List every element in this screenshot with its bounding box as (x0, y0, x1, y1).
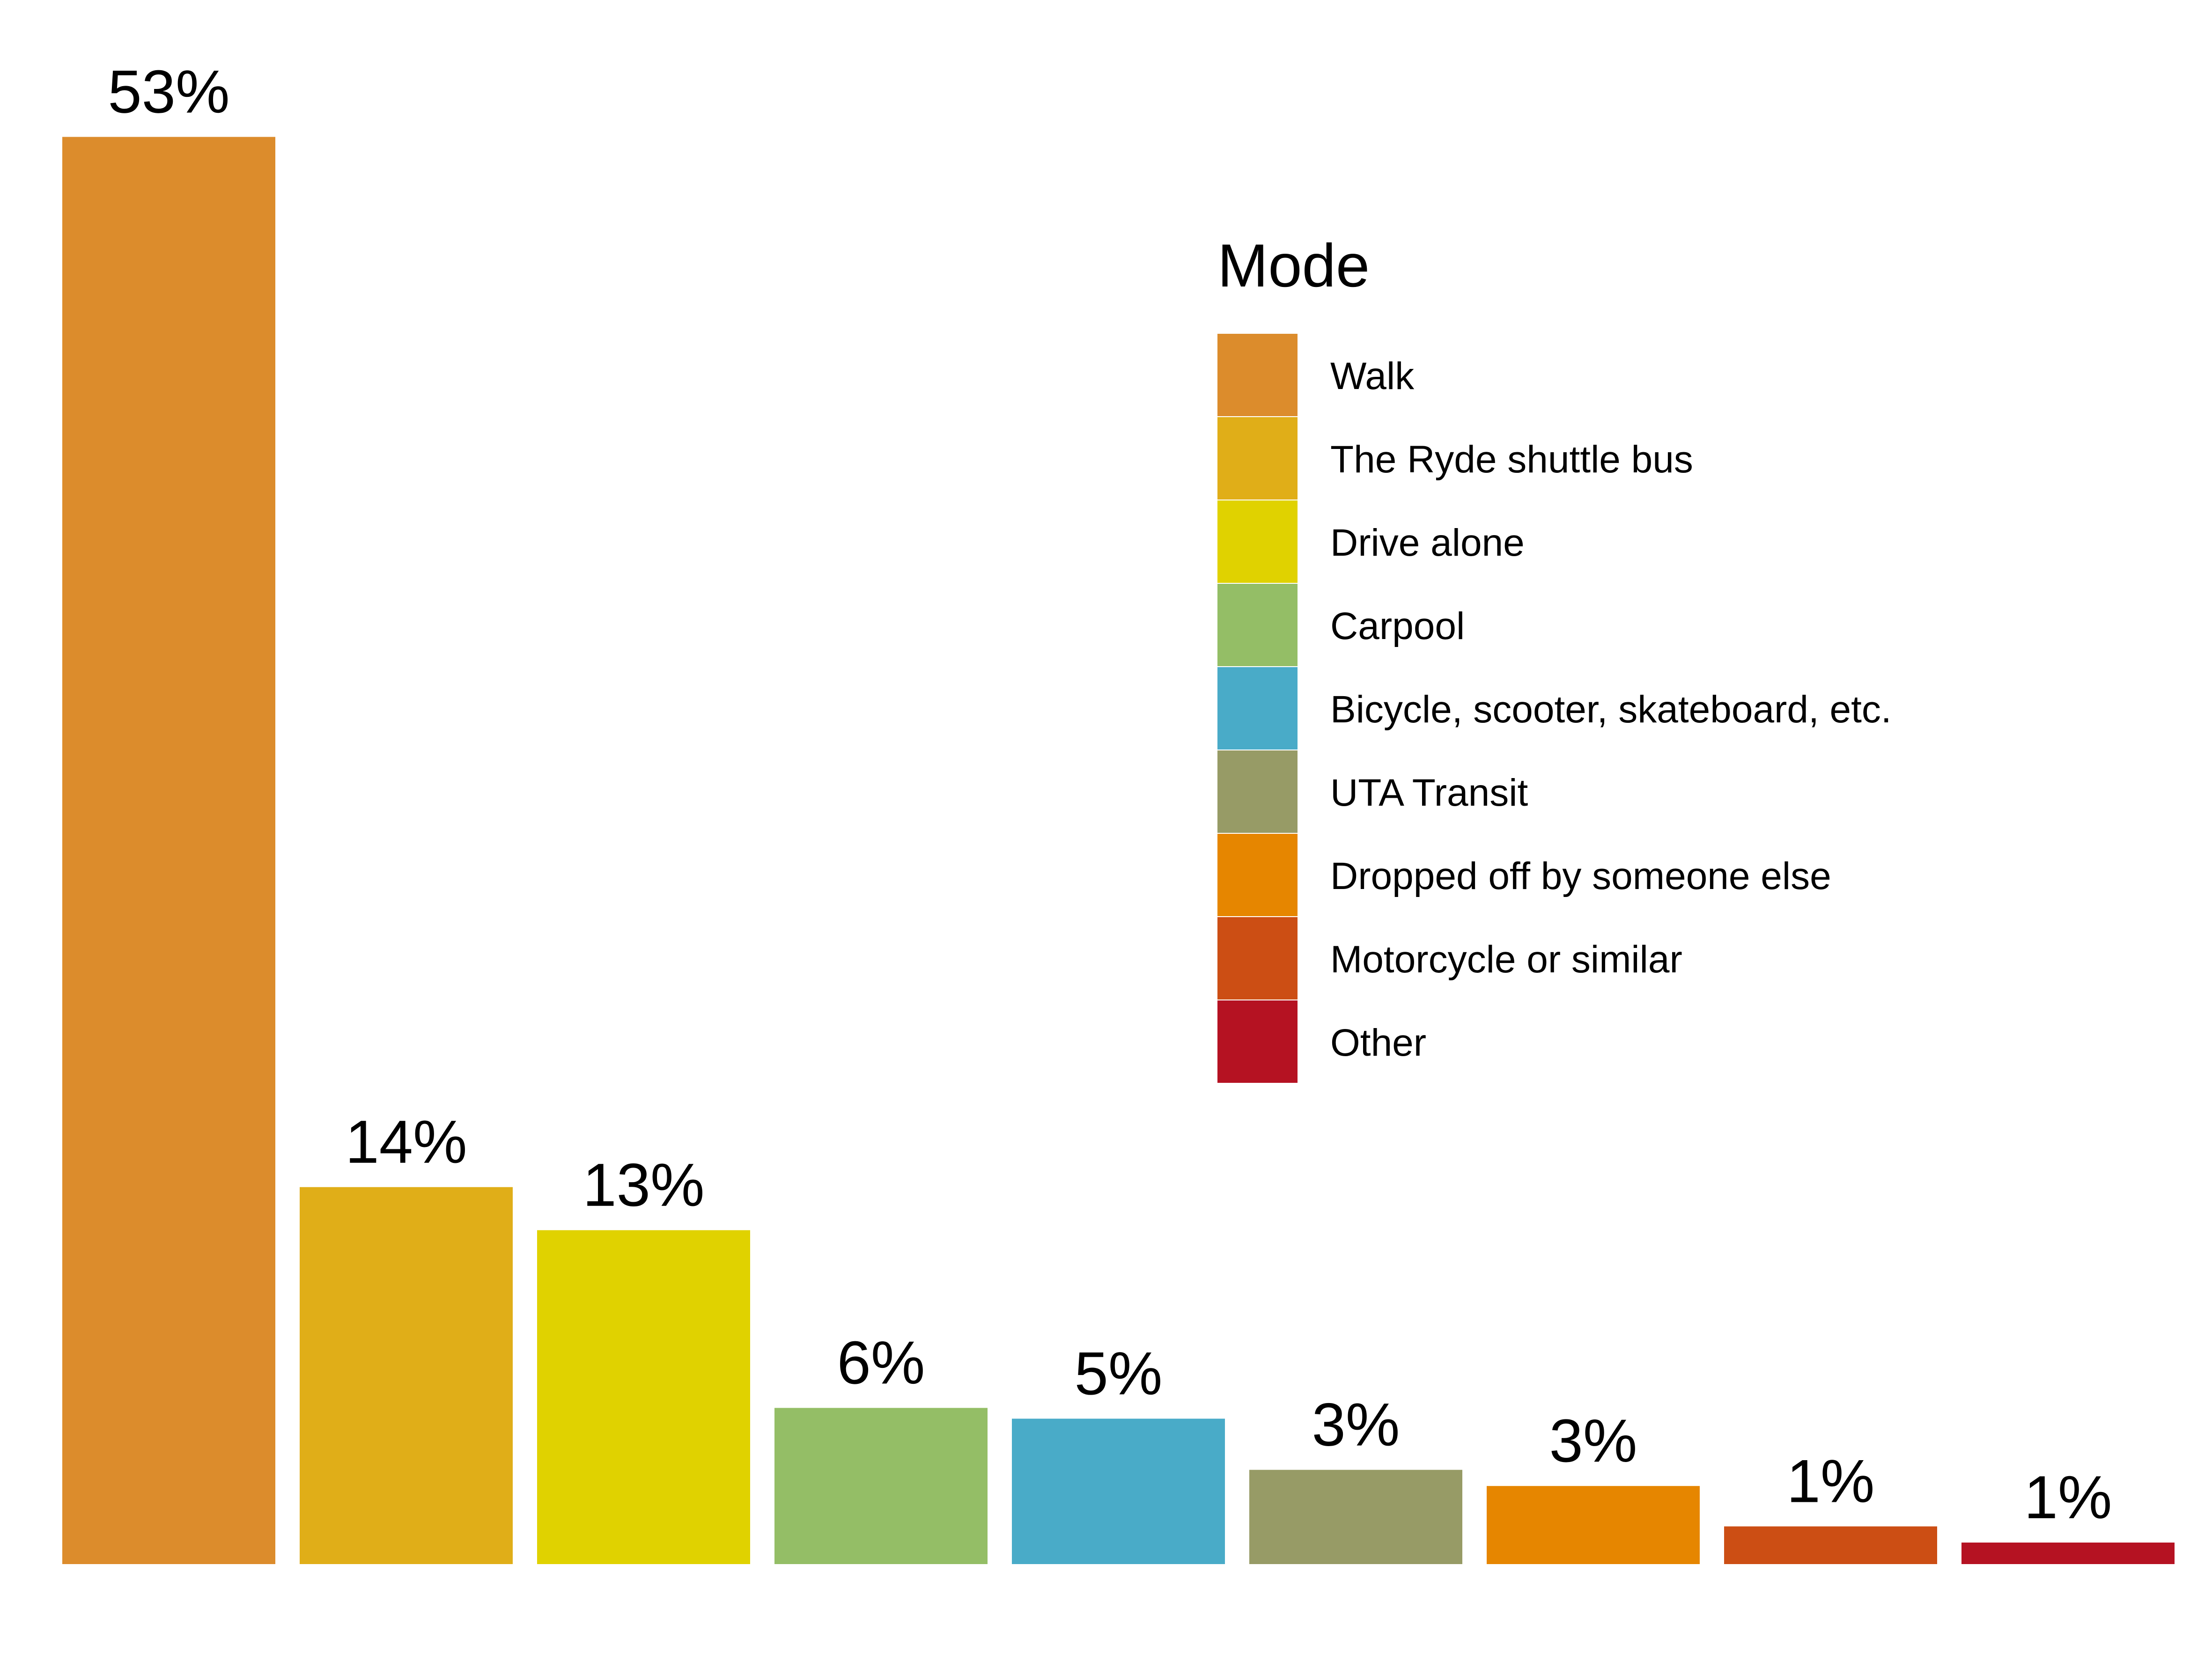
legend-swatch-carpool (1217, 584, 1298, 666)
bar-drive-alone (537, 1230, 750, 1564)
legend-label-drive-alone: Drive alone (1330, 522, 1525, 564)
legend-swatch-motorcycle-or-similar (1217, 917, 1298, 1000)
legend-label-dropped-off-by-someone-else: Dropped off by someone else (1330, 855, 1831, 897)
bar-bicycle-scooter-skateboard-etc (1012, 1418, 1225, 1564)
legend-label-other: Other (1330, 1022, 1426, 1064)
legend-label-the-ryde-shuttle-bus: The Ryde shuttle bus (1330, 438, 1693, 481)
data-label-the-ryde-shuttle-bus: 14% (345, 1108, 467, 1176)
bar-dropped-off-by-someone-else (1487, 1486, 1700, 1564)
legend-label-uta-transit: UTA Transit (1330, 772, 1528, 814)
data-labels: 53% 14% 13% 6% 5% 3% 3% 1% 1% (108, 57, 2112, 1531)
bar-motorcycle-or-similar (1724, 1526, 1937, 1564)
legend-swatch-uta-transit (1217, 750, 1298, 833)
legend-label-motorcycle-or-similar: Motorcycle or similar (1330, 938, 1682, 981)
data-label-walk: 53% (108, 57, 229, 125)
legend-label-bicycle-scooter-skateboard-etc: Bicycle, scooter, skateboard, etc. (1330, 688, 1892, 731)
legend-swatch-bicycle-scooter-skateboard-etc (1217, 667, 1298, 750)
data-label-bicycle-scooter-skateboard-etc: 5% (1075, 1339, 1163, 1407)
legend-swatch-walk (1217, 334, 1298, 416)
legend-label-carpool: Carpool (1330, 605, 1465, 647)
legend-swatch-other (1217, 1000, 1298, 1083)
bar-uta-transit (1249, 1470, 1462, 1564)
data-label-drive-alone: 13% (582, 1151, 704, 1219)
bar-the-ryde-shuttle-bus (300, 1187, 513, 1564)
legend-swatch-drive-alone (1217, 500, 1298, 583)
legend-swatch-dropped-off-by-someone-else (1217, 834, 1298, 916)
legend-label-walk: Walk (1330, 355, 1415, 397)
legend-swatch-the-ryde-shuttle-bus (1217, 417, 1298, 500)
data-label-carpool: 6% (837, 1328, 925, 1396)
bars (62, 137, 2175, 1565)
data-label-motorcycle-or-similar: 1% (1787, 1447, 1875, 1515)
bar-walk (62, 137, 275, 1565)
data-label-dropped-off-by-someone-else: 3% (1549, 1406, 1637, 1475)
legend-title: Mode (1217, 231, 1370, 300)
data-label-other: 1% (2024, 1463, 2112, 1531)
bar-carpool (774, 1408, 988, 1564)
data-label-uta-transit: 3% (1312, 1390, 1400, 1459)
legend: Mode Walk The Ryde shuttle bus Drive alone… (1217, 231, 1892, 1083)
bar-other (1961, 1542, 2175, 1564)
